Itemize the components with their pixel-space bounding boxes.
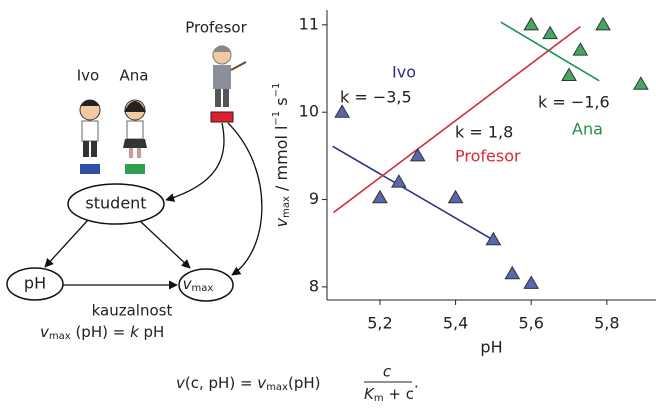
text: s <box>272 97 291 110</box>
point <box>449 191 463 203</box>
sub: m <box>374 393 384 404</box>
student-icon <box>123 100 147 158</box>
node-ph: pH <box>24 274 46 293</box>
point <box>634 77 648 89</box>
point <box>392 175 406 187</box>
caption: kauzalnost <box>92 302 173 320</box>
y-tick-label: 11 <box>299 14 319 33</box>
text: (pH) <box>288 374 321 392</box>
slope-label: k = −1,6 <box>538 93 610 112</box>
formula-left: v(c, pH) = vmax(pH) <box>176 374 321 394</box>
y-tick-label: 10 <box>299 102 319 121</box>
text: (pH) = <box>71 323 130 341</box>
period: . <box>414 374 419 392</box>
point <box>524 276 538 288</box>
point <box>486 233 500 245</box>
point <box>573 43 587 55</box>
text: / mmol l <box>272 126 291 197</box>
arrows <box>45 123 262 285</box>
point <box>411 149 425 161</box>
point <box>524 18 538 30</box>
y-axis-label: vmax / mmol l−1 s−1 <box>271 83 292 228</box>
series-name: Profesor <box>455 147 521 166</box>
node-student: student <box>85 194 146 213</box>
sub: max <box>266 382 288 393</box>
node-vmax: vmax <box>183 275 214 295</box>
x-tick-label: 5,8 <box>594 314 619 333</box>
x-tick-label: 5,4 <box>443 314 468 333</box>
point <box>543 27 557 39</box>
sub: max <box>49 331 71 342</box>
numerator: c <box>383 363 392 381</box>
x-axis-label: pH <box>480 338 502 357</box>
x-tick-label: 5,2 <box>367 314 392 333</box>
y-tick-label: 9 <box>309 189 319 208</box>
point <box>335 105 349 117</box>
point <box>596 18 610 30</box>
student-icon <box>80 100 100 157</box>
sub: max <box>281 196 292 218</box>
teacher-color <box>211 112 233 122</box>
student-color <box>80 164 100 174</box>
text: (c, pH) = <box>185 374 257 392</box>
text: + c <box>384 385 414 403</box>
fit-line <box>333 27 580 213</box>
teacher-icon <box>213 46 246 107</box>
formula: v(c, pH) = vmax(pH) c Km + c . <box>176 363 419 405</box>
student-label: Ivo <box>77 67 99 85</box>
diagram: Profesor Ivo Ana student pH vmax <box>7 19 262 343</box>
sub: −1 <box>271 83 282 98</box>
slope-label: k = −3,5 <box>340 88 412 107</box>
series-name: Ana <box>572 120 603 139</box>
slope-label: k = 1,8 <box>455 123 513 142</box>
point <box>562 69 576 81</box>
page: {"diagram": {"teacher": "Profesor", "stu… <box>0 0 656 409</box>
sub: max <box>192 283 214 294</box>
chart: 5,2 5,4 5,6 5,8 8 9 10 11 pH vmax / mmol l−1 s−1 I… <box>271 10 656 357</box>
relation: vmax (pH) = k pH <box>40 323 164 343</box>
y-tick-label: 8 <box>309 276 319 295</box>
x-tick-label: 5,6 <box>518 314 543 333</box>
point <box>505 267 519 279</box>
sub: −1 <box>271 111 282 126</box>
text: pH <box>139 323 165 341</box>
student-color <box>125 164 145 174</box>
denominator: Km + c <box>364 385 414 405</box>
series-name: Ivo <box>392 63 416 82</box>
figure: Profesor Ivo Ana student pH vmax <box>0 0 656 405</box>
teacher-label: Profesor <box>185 19 247 37</box>
student-label: Ana <box>120 67 149 85</box>
point <box>373 191 387 203</box>
